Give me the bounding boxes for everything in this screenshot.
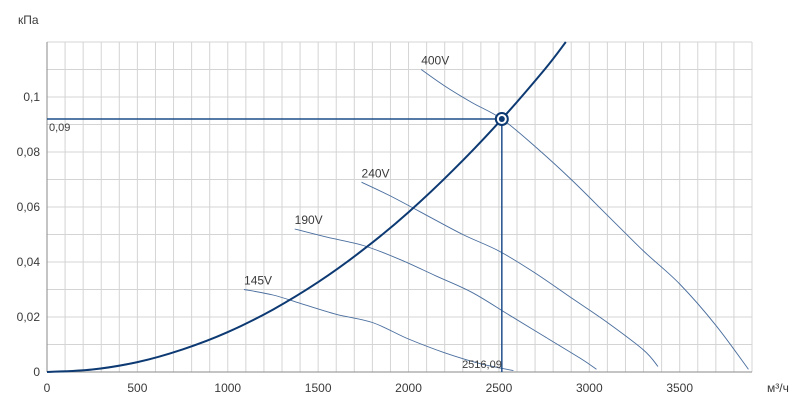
fan-curve-240v [361, 181, 659, 367]
x-tick-labels: 0 500 1000 1500 2000 2500 3000 3500 [44, 381, 694, 395]
y-tick-labels: 0 0,02 0,04 0,06 0,08 0,1 [17, 90, 41, 379]
fan-curve-145v [243, 289, 514, 372]
operating-flow-label: 2516,09 [462, 359, 502, 371]
grid [47, 41, 753, 372]
fan-curve-label-240v: 240V [362, 166, 390, 180]
x-tick-label: 2000 [395, 381, 422, 395]
fan-curve-400v [420, 69, 749, 370]
y-tick-label: 0,1 [23, 90, 40, 104]
x-tick-label: 0 [44, 381, 51, 395]
fan-curve-label-190v: 190V [295, 213, 323, 227]
operating-point-guides [47, 118, 503, 372]
y-tick-label: 0,04 [17, 255, 41, 269]
x-axis-unit: м³/ч [767, 381, 789, 395]
y-axis-unit: кПа [18, 13, 39, 27]
operating-point-marker [494, 112, 509, 126]
fan-curve-label-400v: 400V [421, 54, 449, 68]
y-tick-label: 0,06 [17, 200, 41, 214]
x-tick-label: 3000 [576, 381, 603, 395]
x-tick-label: 1000 [214, 381, 241, 395]
y-tick-label: 0 [33, 365, 40, 379]
fan-curve-190v [294, 228, 597, 370]
y-tick-label: 0,02 [17, 310, 41, 324]
y-tick-label: 0,08 [17, 145, 41, 159]
fan-curve-label-145v: 145V [244, 274, 272, 288]
x-tick-label: 1500 [305, 381, 332, 395]
x-tick-label: 500 [127, 381, 147, 395]
operating-point-dot [498, 116, 505, 122]
x-tick-label: 3500 [666, 381, 693, 395]
fan-curves: 400V 240V 190V 145V [243, 54, 749, 372]
x-tick-label: 2500 [486, 381, 513, 395]
operating-pressure-label: 0,09 [49, 122, 70, 134]
axes [46, 42, 752, 373]
